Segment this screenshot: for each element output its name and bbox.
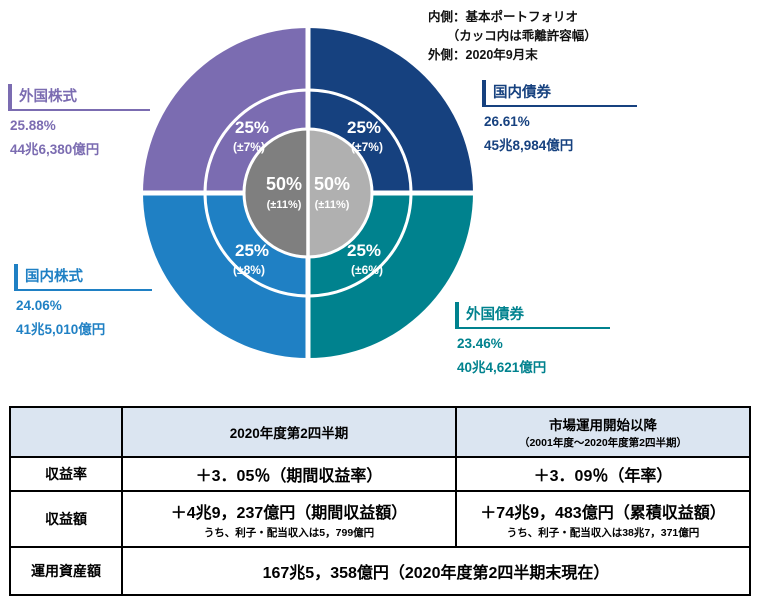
allocation-donut-chart: 25% (±7%) 25% (±7%) 25% (±8%) 25% (±6%) … <box>143 28 473 358</box>
center-left-half <box>244 129 308 257</box>
callout-domestic-bonds-label: 国内債券 <box>482 80 637 107</box>
callout-foreign-bonds-pct: 23.46% <box>457 336 503 351</box>
return-amount-label: 収益額 <box>9 490 123 548</box>
callout-domestic-equity: 国内株式 24.06% 41兆5,010億円 <box>14 264 152 338</box>
return-amount-quarter-note: うち、利子・配当収入は5，799億円 <box>203 526 375 539</box>
table-row-return-rate: 収益率 ＋3．05％（期間収益率） ＋3．09％（年率） <box>9 456 751 492</box>
table-header-row: 2020年度第2四半期 市場運用開始以降 （2001年度～2020年度第2四半期… <box>9 406 751 458</box>
return-rate-cumulative: ＋3．09％（年率） <box>455 456 751 492</box>
return-rate-quarter: ＋3．05％（期間収益率） <box>121 456 457 492</box>
performance-table: 2020年度第2四半期 市場運用開始以降 （2001年度～2020年度第2四半期… <box>9 406 751 596</box>
inner-tr-pct: 25% <box>347 118 381 137</box>
legend-outer-note: 外側：2020年9月末 <box>428 47 538 62</box>
return-amount-quarter-value: ＋4兆9，237億円（期間収益額） <box>170 504 408 522</box>
callout-domestic-equity-amount: 41兆5,010億円 <box>16 322 106 337</box>
inner-br-range: (±6%) <box>351 263 383 277</box>
legend-inner-note: 内側：基本ポートフォリオ <box>428 10 579 24</box>
table-row-assets: 運用資産額 167兆5，358億円（2020年度第2四半期末現在） <box>9 546 751 596</box>
center-right-range: (±11%) <box>315 199 350 211</box>
callout-foreign-equity-label: 外国株式 <box>8 84 150 111</box>
callout-domestic-bonds-amount: 45兆8,984億円 <box>484 138 574 153</box>
return-rate-label: 収益率 <box>9 456 123 492</box>
table-header-since-inception-range: （2001年度～2020年度第2四半期） <box>518 437 688 449</box>
outer-inner-ring-separator <box>203 88 413 298</box>
inner-br-pct: 25% <box>347 241 381 260</box>
callout-foreign-bonds-amount: 40兆4,621億円 <box>457 360 547 375</box>
assets-label: 運用資産額 <box>9 546 123 596</box>
assets-value: 167兆5，358億円（2020年度第2四半期末現在） <box>262 565 610 582</box>
chart-legend: 内側：基本ポートフォリオ （カッコ内は乖離許容幅） 外側：2020年9月末 <box>428 8 597 64</box>
table-row-return-amount: 収益額 ＋4兆9，237億円（期間収益額） うち、利子・配当収入は5，799億円… <box>9 490 751 548</box>
center-circle-outline <box>242 127 374 259</box>
return-rate-quarter-value: ＋3．05％（期間収益率） <box>195 468 383 485</box>
return-amount-quarter: ＋4兆9，237億円（期間収益額） うち、利子・配当収入は5，799億円 <box>121 490 457 548</box>
callout-foreign-equity-amount: 44兆6,380億円 <box>10 142 100 157</box>
table-header-since-inception-title: 市場運用開始以降 <box>549 418 657 433</box>
return-amount-cumulative-value: ＋74兆9，483億円（累積収益額） <box>480 504 726 522</box>
inner-bl-pct: 25% <box>235 241 269 260</box>
callout-domestic-bonds: 国内債券 26.61% 45兆8,984億円 <box>482 80 637 154</box>
portfolio-chart-section: 内側：基本ポートフォリオ （カッコ内は乖離許容幅） 外側：2020年9月末 25… <box>8 8 637 376</box>
assets-value-cell: 167兆5，358億円（2020年度第2四半期末現在） <box>121 546 751 596</box>
callout-foreign-equity-pct: 25.88% <box>10 118 56 133</box>
inner-tr-range: (±7%) <box>351 140 383 154</box>
callout-domestic-equity-pct: 24.06% <box>16 298 62 313</box>
inner-bl-range: (±8%) <box>233 263 265 277</box>
return-amount-cumulative: ＋74兆9，483億円（累積収益額） うち、利子・配当収入は38兆7，371億円 <box>455 490 751 548</box>
table-header-empty <box>9 406 123 458</box>
legend-tolerance-note: （カッコ内は乖離許容幅） <box>446 28 597 43</box>
inner-tl-pct: 25% <box>235 118 269 137</box>
center-right-half <box>308 129 372 257</box>
inner-tl-range: (±7%) <box>233 140 265 154</box>
callout-foreign-equity: 外国株式 25.88% 44兆6,380億円 <box>8 84 150 158</box>
callout-domestic-bonds-pct: 26.61% <box>484 114 530 129</box>
center-left-pct: 50% <box>266 174 302 194</box>
center-right-pct: 50% <box>314 174 350 194</box>
callout-domestic-equity-label: 国内株式 <box>14 264 152 291</box>
table-header-quarter: 2020年度第2四半期 <box>121 406 457 458</box>
callout-foreign-bonds-label: 外国債券 <box>455 302 610 329</box>
return-amount-cumulative-note: うち、利子・配当収入は38兆7，371億円 <box>506 526 700 539</box>
callout-foreign-bonds: 外国債券 23.46% 40兆4,621億円 <box>455 302 610 376</box>
return-rate-cumulative-value: ＋3．09％（年率） <box>533 468 673 485</box>
table-header-since-inception: 市場運用開始以降 （2001年度～2020年度第2四半期） <box>455 406 751 458</box>
center-left-range: (±11%) <box>267 199 302 211</box>
